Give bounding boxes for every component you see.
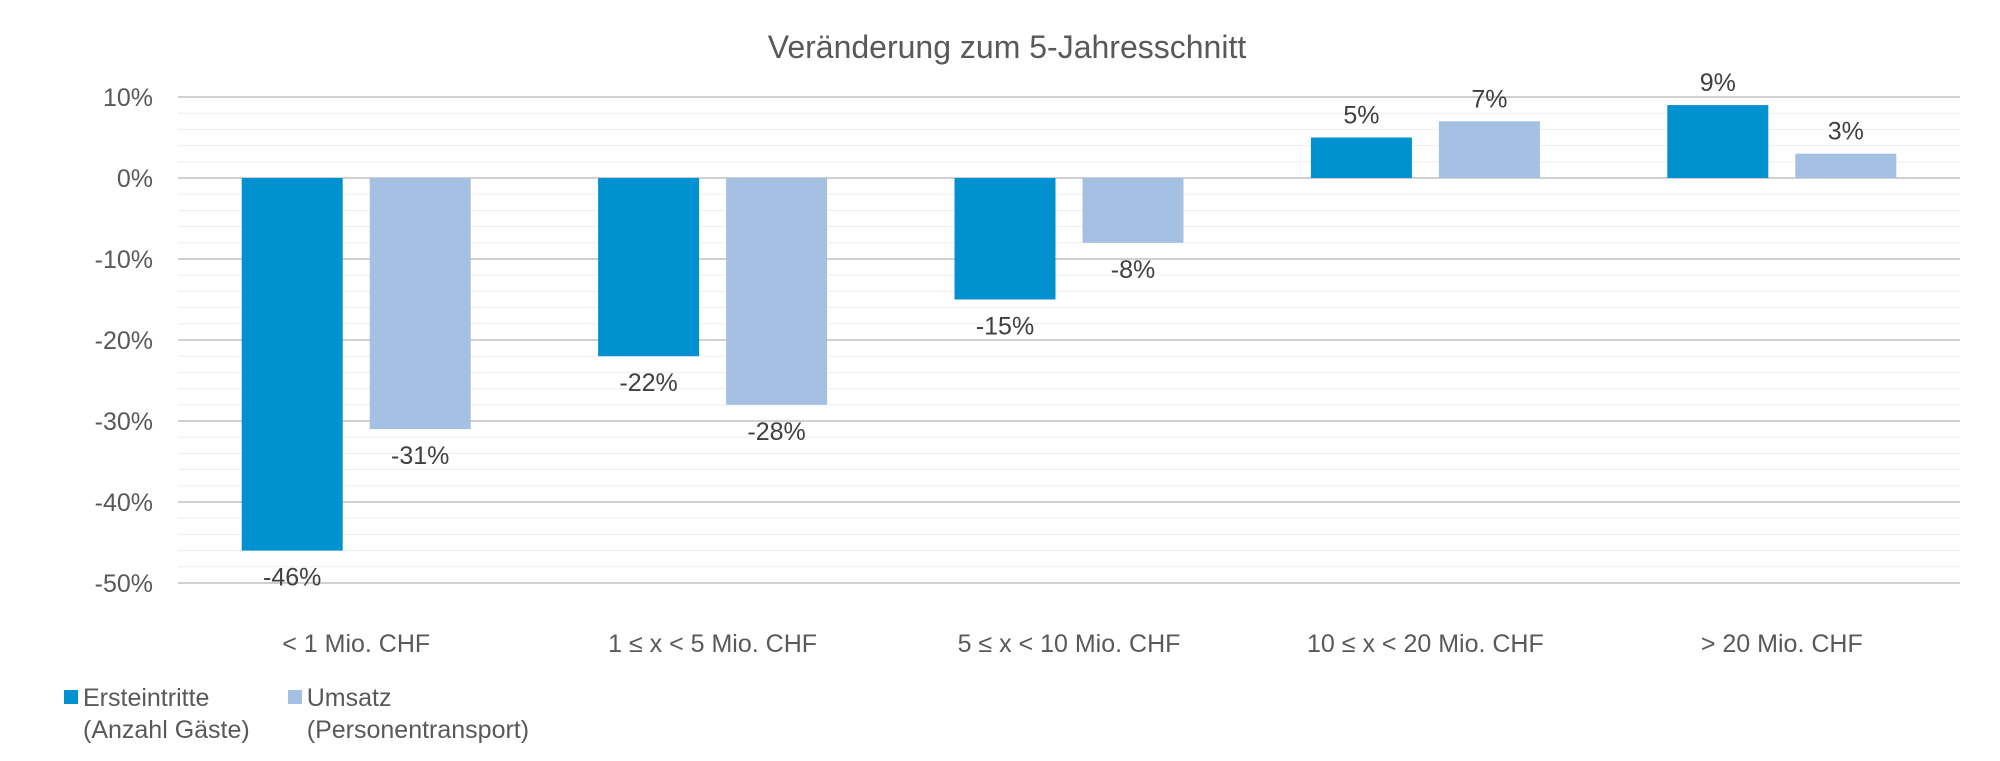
bars (241, 105, 1897, 551)
minor-gridlines (178, 112, 1960, 568)
y-tick-label: -50% (95, 570, 153, 598)
bar (1438, 121, 1540, 178)
legend-label-line: (Anzahl Gäste) (83, 716, 250, 744)
bar (726, 178, 828, 405)
legend-label-line: Ersteintritte (83, 684, 210, 712)
bar (1667, 105, 1769, 178)
data-label: 9% (1700, 69, 1736, 97)
bar (954, 178, 1056, 300)
legend-item-umsatz: Umsatz (Personentransport) (287, 682, 529, 746)
data-labels: -46% -22% -15% 5% 9% -31% -28% -8% 7% 3% (263, 69, 1864, 592)
data-label: 3% (1828, 118, 1864, 146)
bar (1795, 153, 1897, 178)
y-tick-label: -10% (95, 246, 153, 274)
legend-label-ersteintritte: Ersteintritte (Anzahl Gäste) (83, 682, 250, 746)
legend: Ersteintritte (Anzahl Gäste) Umsatz (Per… (64, 682, 529, 746)
data-label: 5% (1343, 102, 1379, 130)
data-label: -46% (263, 564, 321, 592)
legend-label-umsatz: Umsatz (Personentransport) (307, 682, 529, 746)
data-label: -31% (391, 442, 449, 470)
major-gridlines (178, 96, 1960, 584)
y-tick-label: -40% (95, 489, 153, 517)
bar (598, 178, 700, 357)
legend-swatch-ersteintritte (64, 690, 78, 704)
legend-item-ersteintritte: Ersteintritte (Anzahl Gäste) (64, 682, 250, 746)
y-tick-label: -30% (95, 408, 153, 436)
category-label: > 20 Mio. CHF (1701, 630, 1863, 658)
data-label: -22% (619, 369, 677, 397)
y-tick-label: 0% (117, 165, 153, 193)
legend-swatch-umsatz (287, 690, 302, 704)
legend-label-line: (Personentransport) (306, 716, 530, 744)
category-labels: < 1 Mio. CHF 1 ≤ x < 5 Mio. CHF 5 ≤ x < 10… (282, 630, 1863, 658)
legend-label-line: Umsatz (306, 684, 392, 712)
bar (1310, 137, 1412, 178)
y-tick-label: 10% (103, 84, 153, 112)
data-label: 7% (1471, 85, 1507, 113)
bar-chart: Veränderung zum 5-Jahresschnitt 10% 0% -10… (95, 29, 1960, 658)
category-label: 10 ≤ x < 20 Mio. CHF (1307, 630, 1544, 658)
bar (1082, 178, 1184, 243)
category-label: 1 ≤ x < 5 Mio. CHF (608, 630, 817, 658)
data-label: -15% (976, 313, 1034, 341)
bar (241, 178, 343, 551)
y-tick-label: -20% (95, 327, 153, 355)
data-label: -28% (747, 418, 805, 446)
category-label: < 1 Mio. CHF (282, 630, 430, 658)
chart-title: Veränderung zum 5-Jahresschnitt (768, 29, 1247, 65)
y-axis-tick-labels: 10% 0% -10% -20% -30% -40% -50% (95, 84, 153, 598)
bar (369, 178, 471, 430)
category-label: 5 ≤ x < 10 Mio. CHF (958, 630, 1181, 658)
data-label: -8% (1111, 256, 1155, 284)
